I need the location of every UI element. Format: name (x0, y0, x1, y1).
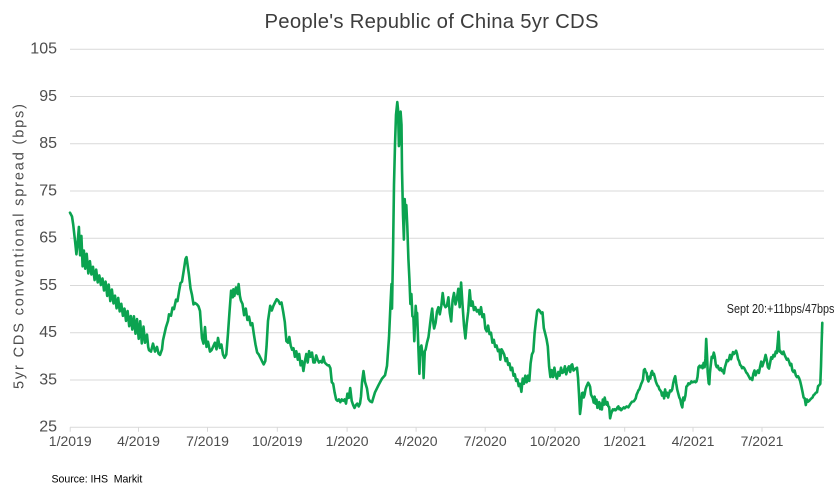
svg-text:1/2020: 1/2020 (326, 433, 369, 449)
svg-text:1/2019: 1/2019 (49, 433, 92, 449)
svg-text:85: 85 (39, 135, 57, 152)
svg-text:95: 95 (39, 88, 57, 105)
svg-text:45: 45 (39, 324, 57, 341)
svg-text:65: 65 (39, 230, 57, 247)
svg-text:Sept 20:+11bps/47bps: Sept 20:+11bps/47bps (727, 301, 835, 316)
svg-text:7/2021: 7/2021 (741, 433, 784, 449)
svg-text:5yr CDS conventional spread (b: 5yr CDS conventional spread (bps) (12, 104, 28, 389)
svg-text:105: 105 (30, 41, 57, 58)
svg-text:4/2019: 4/2019 (117, 433, 160, 449)
svg-text:7/2019: 7/2019 (186, 433, 229, 449)
svg-text:Source: IHS Markit: Source: IHS Markit (52, 474, 143, 486)
svg-text:7/2020: 7/2020 (464, 433, 507, 449)
svg-text:10/2019: 10/2019 (252, 433, 303, 449)
svg-text:4/2021: 4/2021 (672, 433, 715, 449)
svg-text:1/2021: 1/2021 (603, 433, 646, 449)
svg-text:25: 25 (39, 419, 57, 436)
svg-text:4/2020: 4/2020 (395, 433, 438, 449)
svg-text:People's Republic of China 5yr: People's Republic of China 5yr CDS (265, 11, 599, 33)
svg-text:35: 35 (39, 371, 57, 388)
svg-text:10/2020: 10/2020 (530, 433, 581, 449)
svg-text:55: 55 (39, 277, 57, 294)
svg-text:75: 75 (39, 182, 57, 199)
